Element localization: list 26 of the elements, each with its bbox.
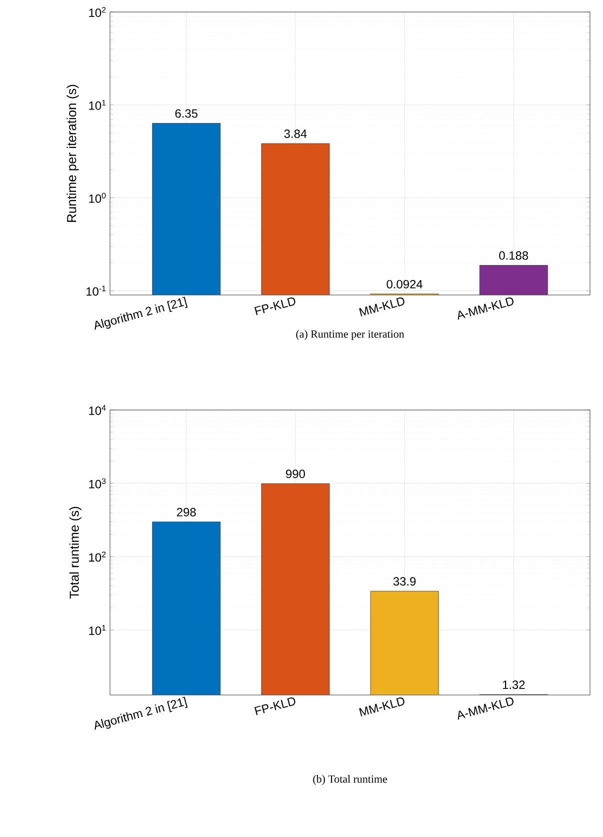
x-tick-label: MM-KLD	[359, 298, 404, 316]
data-label: 0.188	[499, 251, 528, 260]
x-tick-label: FP-KLD	[254, 298, 296, 316]
y-tick-label: 10$^{0}$	[89, 192, 106, 203]
data-label: 298	[176, 508, 196, 516]
data-label: 3.84	[284, 130, 307, 138]
x-tick-label: Algorithm 2 in [21]	[94, 296, 188, 330]
x-tick-label: FP-KLD	[254, 698, 296, 716]
text: (a) Runtime per iteration	[296, 330, 404, 340]
data-label: 6.35	[175, 109, 198, 118]
y-tick-label: 10$^{2}$	[89, 6, 106, 17]
data-label: 1.32	[502, 680, 525, 689]
y-tick-label: 10$^{2}$	[89, 552, 106, 562]
x-tick-label: MM-KLD	[359, 698, 404, 716]
text: (b) Total runtime	[313, 775, 387, 785]
data-label: 33.9	[393, 577, 416, 586]
y-axis-title: Runtime per iteration (s)	[66, 84, 79, 222]
x-tick-label: Algorithm 2 in [21]	[94, 696, 188, 730]
y-tick-label: 10$^{3}$	[89, 478, 106, 488]
y-tick-label: 10$^{1}$	[89, 625, 106, 635]
y-tick-label: 10$^{-1}$	[86, 286, 106, 296]
y-tick-label: 10$^{4}$	[89, 405, 106, 415]
data-label: 990	[286, 470, 305, 478]
y-axis-title: Total runtime (s)	[69, 506, 82, 599]
y-tick-label: 10$^{1}$	[89, 100, 106, 110]
data-label: 0.0924	[386, 280, 422, 288]
